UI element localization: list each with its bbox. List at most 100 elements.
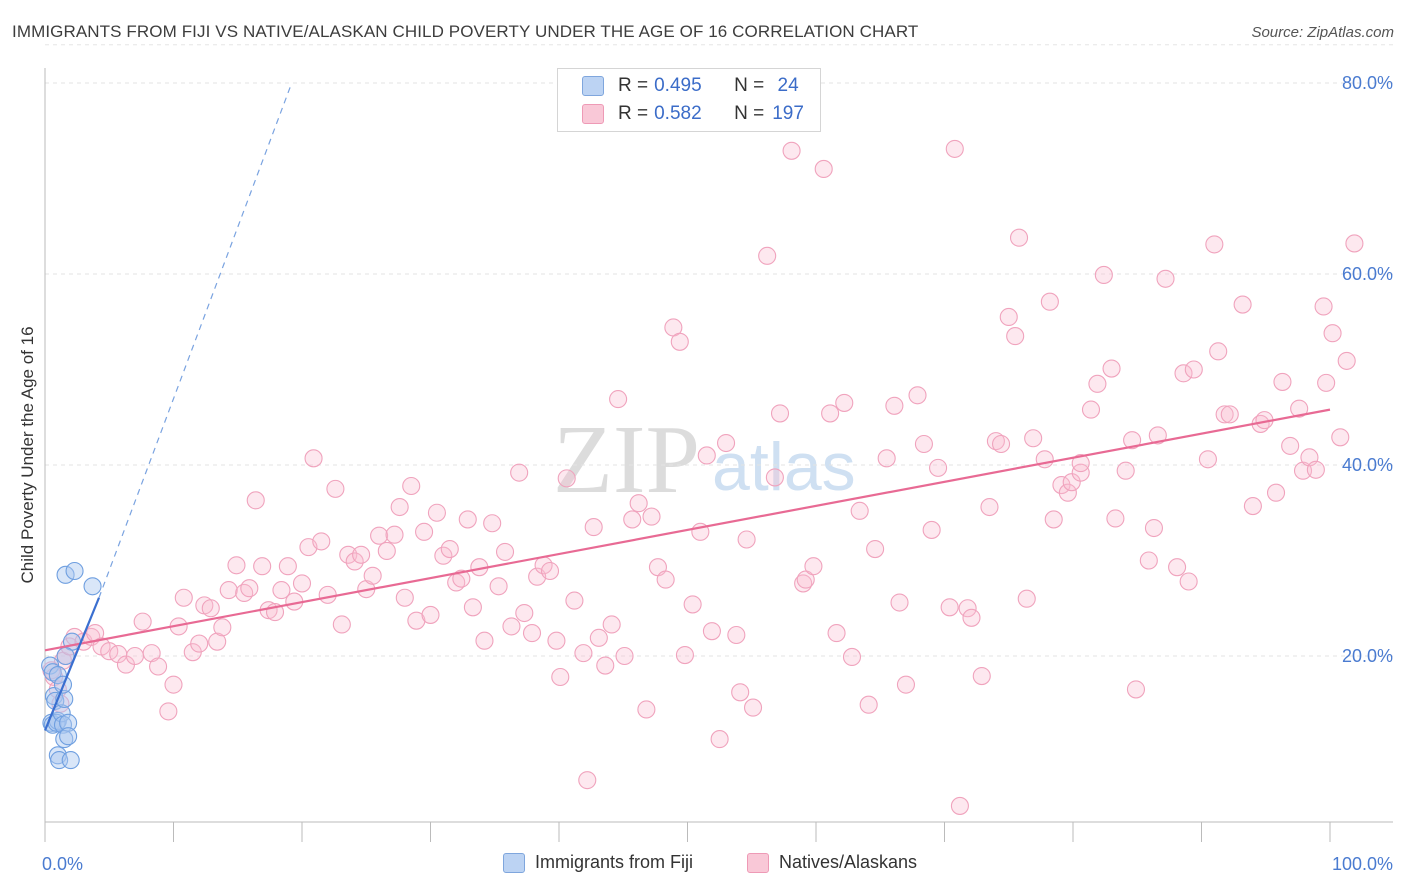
legend-n-label: N = — [734, 103, 765, 124]
series-legend: Immigrants from Fiji Natives/Alaskans — [0, 852, 1406, 876]
native-point — [483, 514, 502, 533]
fiji-trend-extension — [98, 82, 293, 598]
native-point — [574, 644, 593, 663]
native-point — [958, 599, 977, 618]
native-point — [914, 434, 933, 454]
native-point — [1331, 428, 1350, 447]
native-point — [702, 622, 721, 641]
native-point — [1144, 518, 1164, 538]
native-point — [842, 647, 862, 667]
fiji-trend-line — [43, 597, 100, 731]
native-point — [427, 503, 446, 522]
native-alaskan-points — [42, 139, 1364, 815]
native-point — [1174, 364, 1193, 383]
native-point — [219, 581, 238, 600]
trend-lines — [43, 82, 1331, 731]
native-point — [1106, 509, 1125, 528]
native-point — [1156, 269, 1175, 288]
native-point — [675, 645, 694, 665]
native-point — [980, 497, 999, 517]
native-point — [1290, 399, 1309, 418]
native-point — [1314, 297, 1333, 316]
legend-row-fiji: R = 0.495 N = 24 — [582, 74, 799, 98]
native-point — [1306, 460, 1325, 479]
native-point — [1179, 572, 1198, 591]
legend-n-value: 197 — [772, 103, 804, 124]
native-point — [1058, 483, 1077, 502]
native-point — [1017, 589, 1036, 608]
native-point — [421, 605, 440, 624]
native-point — [727, 625, 746, 645]
native-point — [190, 634, 209, 653]
native-point — [1317, 373, 1336, 392]
native-point — [149, 657, 168, 676]
native-point — [866, 539, 885, 559]
native-point — [697, 446, 716, 465]
native-point — [710, 730, 729, 749]
native-point — [1062, 473, 1081, 492]
native-point — [1126, 680, 1146, 699]
native-point — [370, 526, 389, 545]
fiji-point — [43, 663, 62, 682]
native-point — [385, 525, 404, 544]
native-point — [908, 386, 927, 405]
y-tick-label: 40.0% — [1342, 455, 1393, 475]
native-point — [578, 771, 597, 790]
native-point — [1337, 351, 1356, 370]
native-point — [731, 683, 750, 702]
native-point — [835, 393, 854, 412]
legend-r-label: R = — [618, 103, 649, 124]
native-point — [440, 539, 459, 559]
native-point — [1116, 461, 1135, 480]
native-point — [159, 702, 178, 721]
native-point — [950, 796, 969, 815]
native-point — [1009, 228, 1029, 247]
native-point — [737, 530, 756, 549]
native-point — [1323, 324, 1342, 343]
native-point — [972, 667, 991, 686]
native-point — [452, 569, 471, 588]
native-point — [495, 542, 515, 561]
native-point — [489, 577, 508, 596]
y-tick-label: 20.0% — [1342, 646, 1393, 666]
native-point — [240, 579, 259, 598]
native-point — [1139, 551, 1158, 570]
native-point — [999, 307, 1018, 327]
native-point — [922, 520, 941, 539]
native-point — [1281, 436, 1300, 455]
native-point — [1094, 265, 1113, 285]
legend-item-native: Natives/Alaskans — [747, 852, 917, 873]
native-point — [1243, 497, 1262, 516]
native-point — [782, 141, 801, 160]
native-point — [929, 458, 948, 477]
legend-r-label: R = — [618, 75, 649, 96]
legend-n-value: 24 — [772, 75, 799, 96]
fiji-swatch-icon — [582, 76, 604, 96]
native-point — [1040, 292, 1059, 311]
native-swatch-icon — [582, 104, 604, 124]
watermark: ZIP atlas — [553, 406, 856, 514]
native-point — [1052, 476, 1071, 495]
native-point — [986, 432, 1005, 451]
native-point — [1168, 558, 1187, 577]
native-point — [1209, 342, 1228, 361]
fiji-point — [59, 727, 78, 746]
native-point — [458, 510, 477, 529]
native-point — [821, 404, 840, 423]
legend-native-label: Natives/Alaskans — [779, 852, 918, 872]
legend-n-label: N = — [734, 75, 765, 96]
fiji-point — [61, 751, 80, 770]
native-point — [615, 646, 634, 666]
native-point — [1266, 483, 1286, 502]
native-point — [602, 615, 621, 634]
native-point — [125, 646, 144, 666]
native-point — [716, 433, 736, 453]
y-tick-label: 80.0% — [1342, 73, 1393, 93]
x-tick-labels: 0.0% 100.0% — [42, 854, 1393, 874]
native-point — [213, 618, 232, 637]
native-point — [877, 449, 896, 468]
native-point — [859, 695, 878, 714]
native-point — [1233, 295, 1252, 314]
native-point — [637, 700, 656, 719]
native-point — [208, 632, 227, 651]
